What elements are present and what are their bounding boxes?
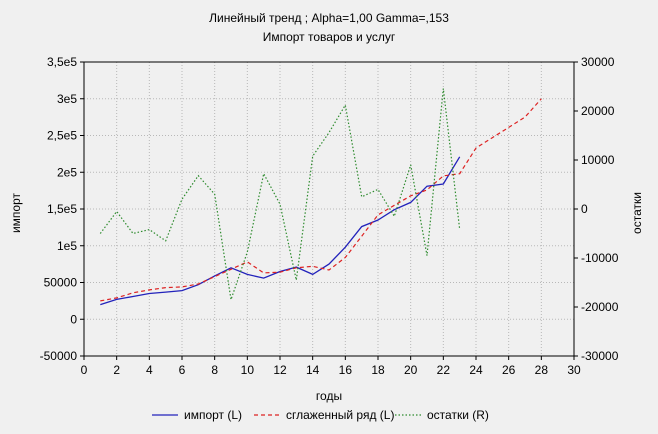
chart-subtitle: Импорт товаров и услуг (263, 30, 396, 44)
y-left-tick-label: 1e5 (57, 239, 77, 253)
y-left-tick-label: 3,5e5 (47, 55, 77, 69)
x-tick-label: 0 (81, 363, 88, 377)
series-import-line (100, 156, 461, 306)
legend: импорт (L) сглаженный ряд (L) остатки (R) (152, 408, 489, 422)
series-smoothed-line (100, 98, 542, 302)
y-right-tick-label: 30000 (581, 55, 615, 69)
x-tick-label: 30 (567, 363, 581, 377)
x-axis-label: годы (316, 389, 342, 403)
legend-label: остатки (R) (427, 408, 489, 422)
y-right-tick-label: -20000 (581, 300, 619, 314)
y-right-tick-label: 10000 (581, 153, 615, 167)
y-left-axis-label: импорт (9, 192, 23, 233)
grid (84, 62, 574, 356)
x-tick-label: 22 (437, 363, 451, 377)
x-tick-label: 28 (535, 363, 549, 377)
y-right-tick-label: -30000 (581, 349, 619, 363)
legend-label: импорт (L) (184, 408, 242, 422)
y-left-tick-label: 0 (70, 312, 77, 326)
y-right-tick-label: 0 (581, 202, 588, 216)
y-right-tick-label: 20000 (581, 104, 615, 118)
y-left-tick-label: 1,5e5 (47, 202, 77, 216)
plot-frame (83, 61, 575, 357)
y-left-tick-label: 50000 (44, 276, 78, 290)
y-right-tick-label: -10000 (581, 251, 619, 265)
y-left-tick-label: 2,5e5 (47, 129, 77, 143)
x-tick-label: 26 (502, 363, 516, 377)
chart-title: Линейный тренд ; Alpha=1,00 Gamma=,153 (209, 11, 449, 25)
x-tick-label: 6 (179, 363, 186, 377)
x-tick-label: 18 (371, 363, 385, 377)
y-right-axis-label: остатки (630, 192, 644, 234)
y-left-tick-label: 3e5 (57, 92, 77, 106)
tick-labels: 0 2 4 6 8 10 12 14 16 18 20 22 24 26 28 303,5e53e52,5e5… (40, 55, 619, 377)
x-tick-label: 8 (211, 363, 218, 377)
y-left-tick-label: -50000 (40, 349, 78, 363)
x-tick-label: 16 (339, 363, 353, 377)
x-tick-label: 2 (113, 363, 120, 377)
x-tick-label: 10 (241, 363, 255, 377)
x-tick-label: 12 (273, 363, 287, 377)
x-tick-label: 14 (306, 363, 320, 377)
legend-label: сглаженный ряд (L) (286, 408, 394, 422)
x-tick-label: 24 (469, 363, 483, 377)
x-tick-label: 4 (146, 363, 153, 377)
series-residuals-line (99, 88, 461, 300)
series-layer (99, 88, 542, 306)
y-left-tick-label: 2e5 (57, 165, 77, 179)
x-tick-label: 20 (404, 363, 418, 377)
